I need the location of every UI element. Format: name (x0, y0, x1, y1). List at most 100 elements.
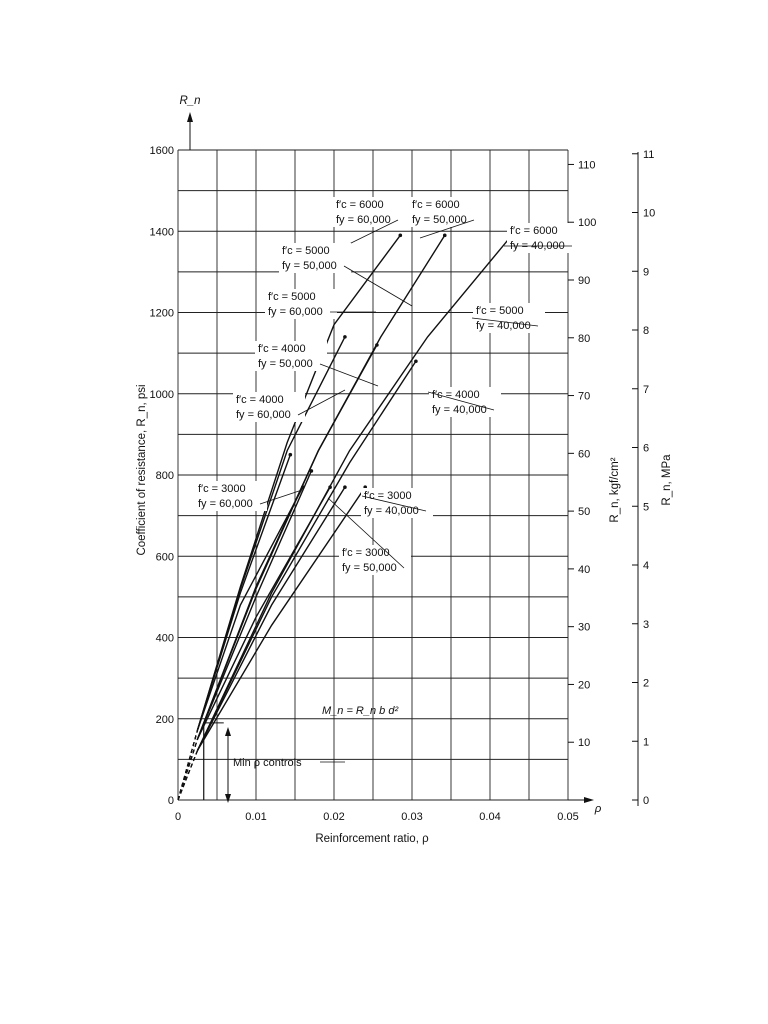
annotation-leader-line (471, 317, 539, 327)
annotation-fc-label: f′c = 5000 (282, 245, 330, 257)
right1-tick-label: 100 (578, 217, 596, 229)
y-tick-label: 400 (156, 633, 174, 645)
curve-end-marker (301, 485, 305, 489)
annotation-fy-label: fy = 60,000 (198, 498, 253, 510)
right2-tick-label: 2 (643, 678, 649, 690)
annotation-background (361, 488, 433, 518)
right2-tick-label: 8 (643, 325, 649, 337)
annotation-background (195, 481, 267, 511)
curve-annotation: f′c = 4000 fy = 50,000 (255, 341, 379, 387)
annotation-fc-label: f′c = 6000 (510, 225, 558, 237)
annotation-fc-label: f′c = 6000 (336, 199, 384, 211)
x-tick-label: 0.02 (323, 811, 344, 823)
curve-annotation: f′c = 3000 fy = 50,000 (327, 497, 411, 575)
annotation-fy-label: fy = 50,000 (412, 214, 467, 226)
curve-annotation: f′c = 3000 fy = 40,000 (361, 488, 433, 518)
right1-tick-label: 90 (578, 275, 590, 287)
curve-end-marker (414, 359, 418, 364)
annotation-background (279, 243, 351, 273)
y-axis-label-left: Coefficient of resistance, R_n, psi (136, 384, 148, 555)
right2-tick-label: 5 (643, 501, 649, 513)
right2-tick-label: 4 (643, 560, 649, 572)
x-axis-label: Reinforcement ratio, ρ (315, 833, 429, 845)
curve-end-marker (288, 452, 293, 457)
curve-annotation: f′c = 5000 fy = 60,000 (265, 289, 376, 319)
annotation-leader-line (259, 489, 303, 505)
right2-tick-label: 6 (643, 443, 649, 455)
curve-annotation: f′c = 4000 fy = 40,000 (427, 387, 501, 417)
right1-tick-label: 40 (578, 564, 590, 576)
annotation-fc-label: f′c = 4000 (236, 394, 284, 406)
y-tick-label: 600 (156, 551, 174, 563)
right1-tick-label: 20 (578, 679, 590, 691)
y-axis-label-right-mpa: R_n, MPa (661, 454, 673, 506)
y-axis-symbol-left: R_n (179, 95, 200, 107)
x-axis-symbol: ρ (594, 803, 602, 815)
annotation-fc-label: f′c = 5000 (476, 305, 524, 317)
x-axis-arrowhead (584, 797, 594, 803)
curve-annotation: f′c = 5000 fy = 40,000 (471, 303, 545, 333)
right1-tick-label: 70 (578, 391, 590, 403)
y-tick-label: 1400 (150, 226, 174, 238)
curve-annotation: f′c = 3000 fy = 60,000 (195, 481, 303, 511)
curve-fc3000-fy40000 (196, 486, 366, 751)
curve-end-marker (398, 233, 403, 238)
curve-fc4000-fy50000 (196, 470, 313, 740)
curve-end-marker (328, 485, 332, 489)
annotation-fc-label: f′c = 3000 (364, 490, 412, 502)
right2-tick-label: 0 (643, 795, 649, 807)
x-tick-label: 0.03 (401, 811, 422, 823)
annotation-fc-label: f′c = 3000 (342, 547, 390, 559)
annotation-fy-label: fy = 50,000 (342, 562, 397, 574)
x-tick-label: 0.04 (479, 811, 500, 823)
right2-tick-label: 3 (643, 619, 649, 631)
right1-tick-label: 80 (578, 333, 590, 345)
right2-tick-label: 10 (643, 208, 655, 220)
curve-fc4000-fy60000 (196, 454, 291, 731)
annotation-fc-label: f′c = 4000 (432, 389, 480, 401)
curve-fc5000-fy40000 (196, 360, 417, 751)
min-rho-label: Min ρ controls (233, 757, 302, 769)
annotations: f′c = 6000 fy = 60,000 f′c = 6000 fy = 50,0… (195, 197, 579, 575)
curve-annotation: f′c = 4000 fy = 60,000 (233, 389, 346, 422)
curve-fc6000-fy40000 (196, 234, 513, 751)
annotation-background (339, 545, 411, 575)
curve-end-marker (375, 343, 379, 347)
right1-tick-label: 10 (578, 737, 590, 749)
annotation-fc-label: f′c = 6000 (412, 199, 460, 211)
annotation-fy-label: fy = 40,000 (364, 505, 419, 517)
curve-fc4000-fy40000 (196, 486, 346, 751)
curve-end-marker (343, 485, 347, 489)
annotation-fc-label: f′c = 3000 (198, 483, 246, 495)
annotation-leader-line (319, 363, 379, 387)
annotation-leader-line (297, 389, 346, 416)
annotation-fy-label: fy = 40,000 (476, 320, 531, 332)
formula-label: M_n = R_n b d² (322, 705, 398, 717)
annotation-fy-label: fy = 60,000 (336, 214, 391, 226)
annotation-background (255, 341, 327, 371)
right2-tick-label: 9 (643, 266, 649, 278)
curve-fc3000-fy60000 (196, 486, 304, 731)
annotation-background (507, 223, 579, 253)
annotation-leader-line (419, 219, 475, 239)
annotation-leader-line (427, 391, 495, 411)
right1-tick-label: 30 (578, 622, 590, 634)
annotation-leader-line (344, 219, 399, 247)
right1-tick-label: 60 (578, 448, 590, 460)
y-tick-label: 0 (168, 795, 174, 807)
y-axis-label-right-kgf: R_n, kgf/cm² (609, 457, 621, 522)
x-tick-label: 0 (175, 811, 181, 823)
curve-end-marker (343, 335, 347, 339)
annotation-leader-line (327, 497, 405, 569)
curve-annotation: f′c = 5000 fy = 50,000 (279, 243, 413, 307)
annotation-fc-label: f′c = 4000 (258, 343, 306, 355)
y-axis-arrowhead (187, 112, 193, 122)
right2-tick-label: 1 (643, 736, 649, 748)
right1-tick-label: 110 (578, 159, 596, 171)
right2-tick-label: 11 (643, 149, 654, 161)
annotation-fy-label: fy = 60,000 (236, 409, 291, 421)
curve-annotation: f′c = 6000 fy = 60,000 (333, 197, 405, 247)
annotation-background (265, 289, 337, 319)
